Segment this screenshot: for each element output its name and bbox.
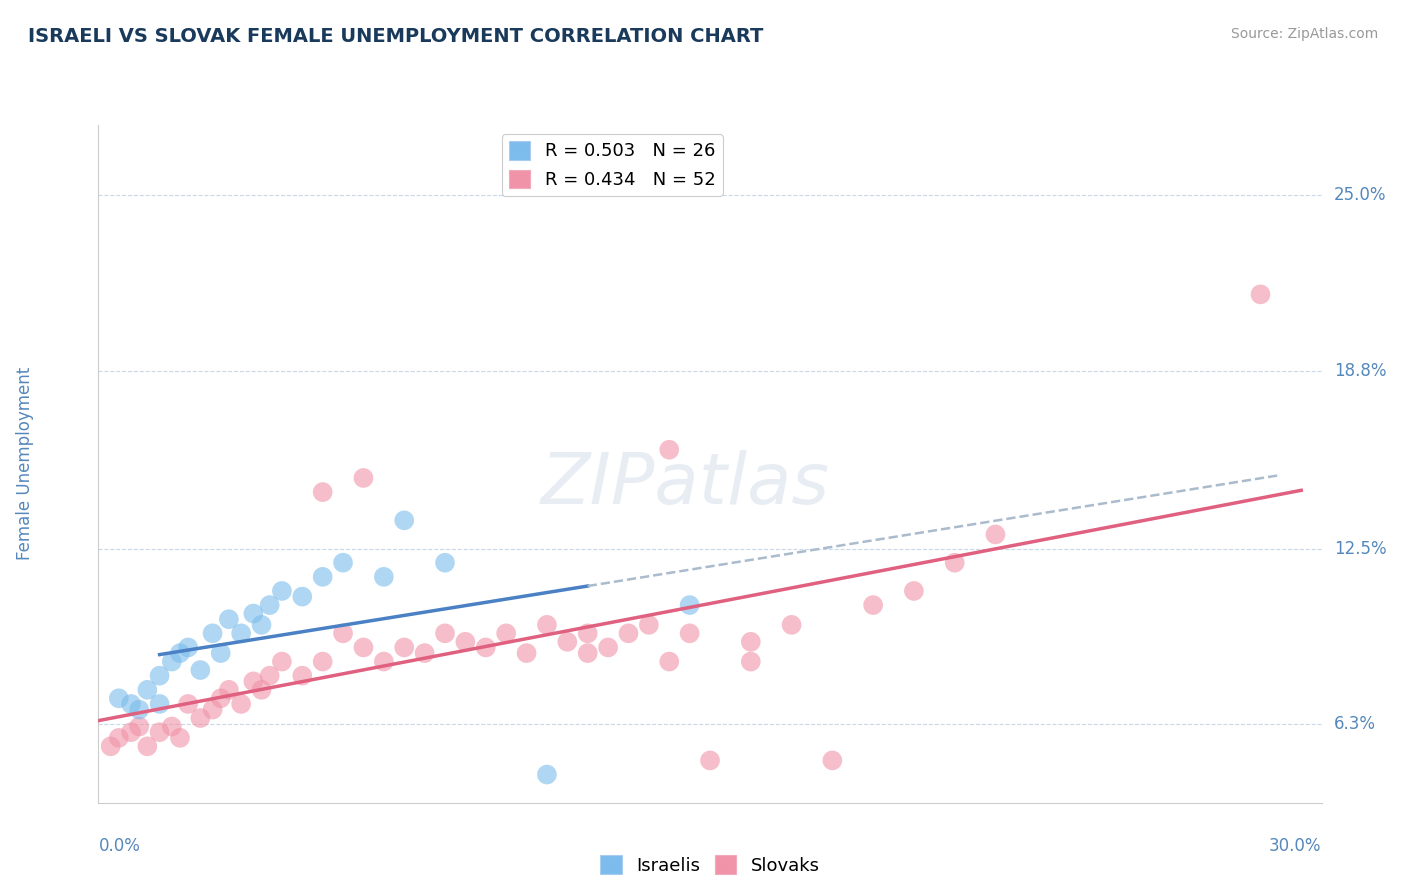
Text: 12.5%: 12.5% (1334, 540, 1386, 558)
Point (209, 646, 232, 660)
Point (149, 697, 172, 711)
Point (373, 570, 395, 584)
Point (188, 711, 212, 725)
Point (536, 767, 558, 781)
Point (218, 682, 240, 697)
Point (259, 598, 281, 612)
Point (373, 655, 395, 669)
Point (108, 731, 131, 745)
Point (679, 598, 702, 612)
Text: 18.8%: 18.8% (1334, 361, 1386, 380)
Point (433, 626, 456, 640)
Text: 6.3%: 6.3% (1334, 714, 1376, 732)
Point (740, 635, 762, 649)
Point (332, 556, 354, 570)
Point (291, 590, 314, 604)
Text: Female Unemployment: Female Unemployment (15, 368, 34, 560)
Point (169, 731, 191, 745)
Point (658, 655, 681, 669)
Point (576, 626, 599, 640)
Point (169, 646, 191, 660)
Text: ZIPatlas: ZIPatlas (541, 450, 830, 518)
Point (312, 485, 335, 500)
Point (699, 753, 721, 767)
Text: 0.0%: 0.0% (98, 837, 141, 855)
Point (658, 442, 681, 457)
Point (201, 703, 224, 717)
Point (242, 674, 264, 689)
Point (862, 598, 884, 612)
Point (495, 626, 517, 640)
Point (392, 513, 416, 527)
Point (128, 703, 150, 717)
Text: 25.0%: 25.0% (1334, 186, 1386, 204)
Point (903, 583, 925, 598)
Legend: Israelis, Slovaks: Israelis, Slovaks (593, 848, 827, 882)
Point (242, 607, 264, 621)
Point (637, 617, 661, 632)
Point (617, 626, 640, 640)
Point (136, 682, 159, 697)
Point (454, 635, 477, 649)
Point (392, 640, 416, 655)
Text: Source: ZipAtlas.com: Source: ZipAtlas.com (1230, 27, 1378, 41)
Point (780, 617, 803, 632)
Point (433, 556, 456, 570)
Point (149, 669, 172, 683)
Point (679, 626, 702, 640)
Point (596, 640, 619, 655)
Point (136, 739, 159, 754)
Point (352, 640, 374, 655)
Point (177, 640, 200, 655)
Point (160, 719, 183, 733)
Point (231, 626, 253, 640)
Point (270, 583, 294, 598)
Point (291, 669, 314, 683)
Point (821, 753, 844, 767)
Point (984, 527, 1007, 541)
Point (188, 663, 212, 677)
Point (209, 691, 232, 706)
Point (332, 626, 354, 640)
Point (250, 682, 273, 697)
Text: ISRAELI VS SLOVAK FEMALE UNEMPLOYMENT CORRELATION CHART: ISRAELI VS SLOVAK FEMALE UNEMPLOYMENT CO… (28, 27, 763, 45)
Point (413, 646, 436, 660)
Point (1249, 287, 1271, 301)
Point (231, 697, 253, 711)
Point (250, 617, 273, 632)
Point (352, 471, 374, 485)
Point (160, 655, 183, 669)
Point (201, 626, 224, 640)
Point (177, 697, 200, 711)
Point (108, 691, 131, 706)
Point (516, 646, 538, 660)
Point (536, 617, 558, 632)
Point (100, 739, 122, 754)
Point (218, 612, 240, 626)
Point (943, 556, 966, 570)
Text: 30.0%: 30.0% (1270, 837, 1322, 855)
Point (576, 646, 599, 660)
Point (312, 570, 335, 584)
Point (128, 719, 150, 733)
Point (474, 640, 498, 655)
Point (259, 669, 281, 683)
Point (270, 655, 294, 669)
Point (120, 725, 142, 739)
Point (312, 655, 335, 669)
Point (555, 635, 579, 649)
Point (120, 697, 142, 711)
Point (149, 725, 172, 739)
Point (740, 655, 762, 669)
